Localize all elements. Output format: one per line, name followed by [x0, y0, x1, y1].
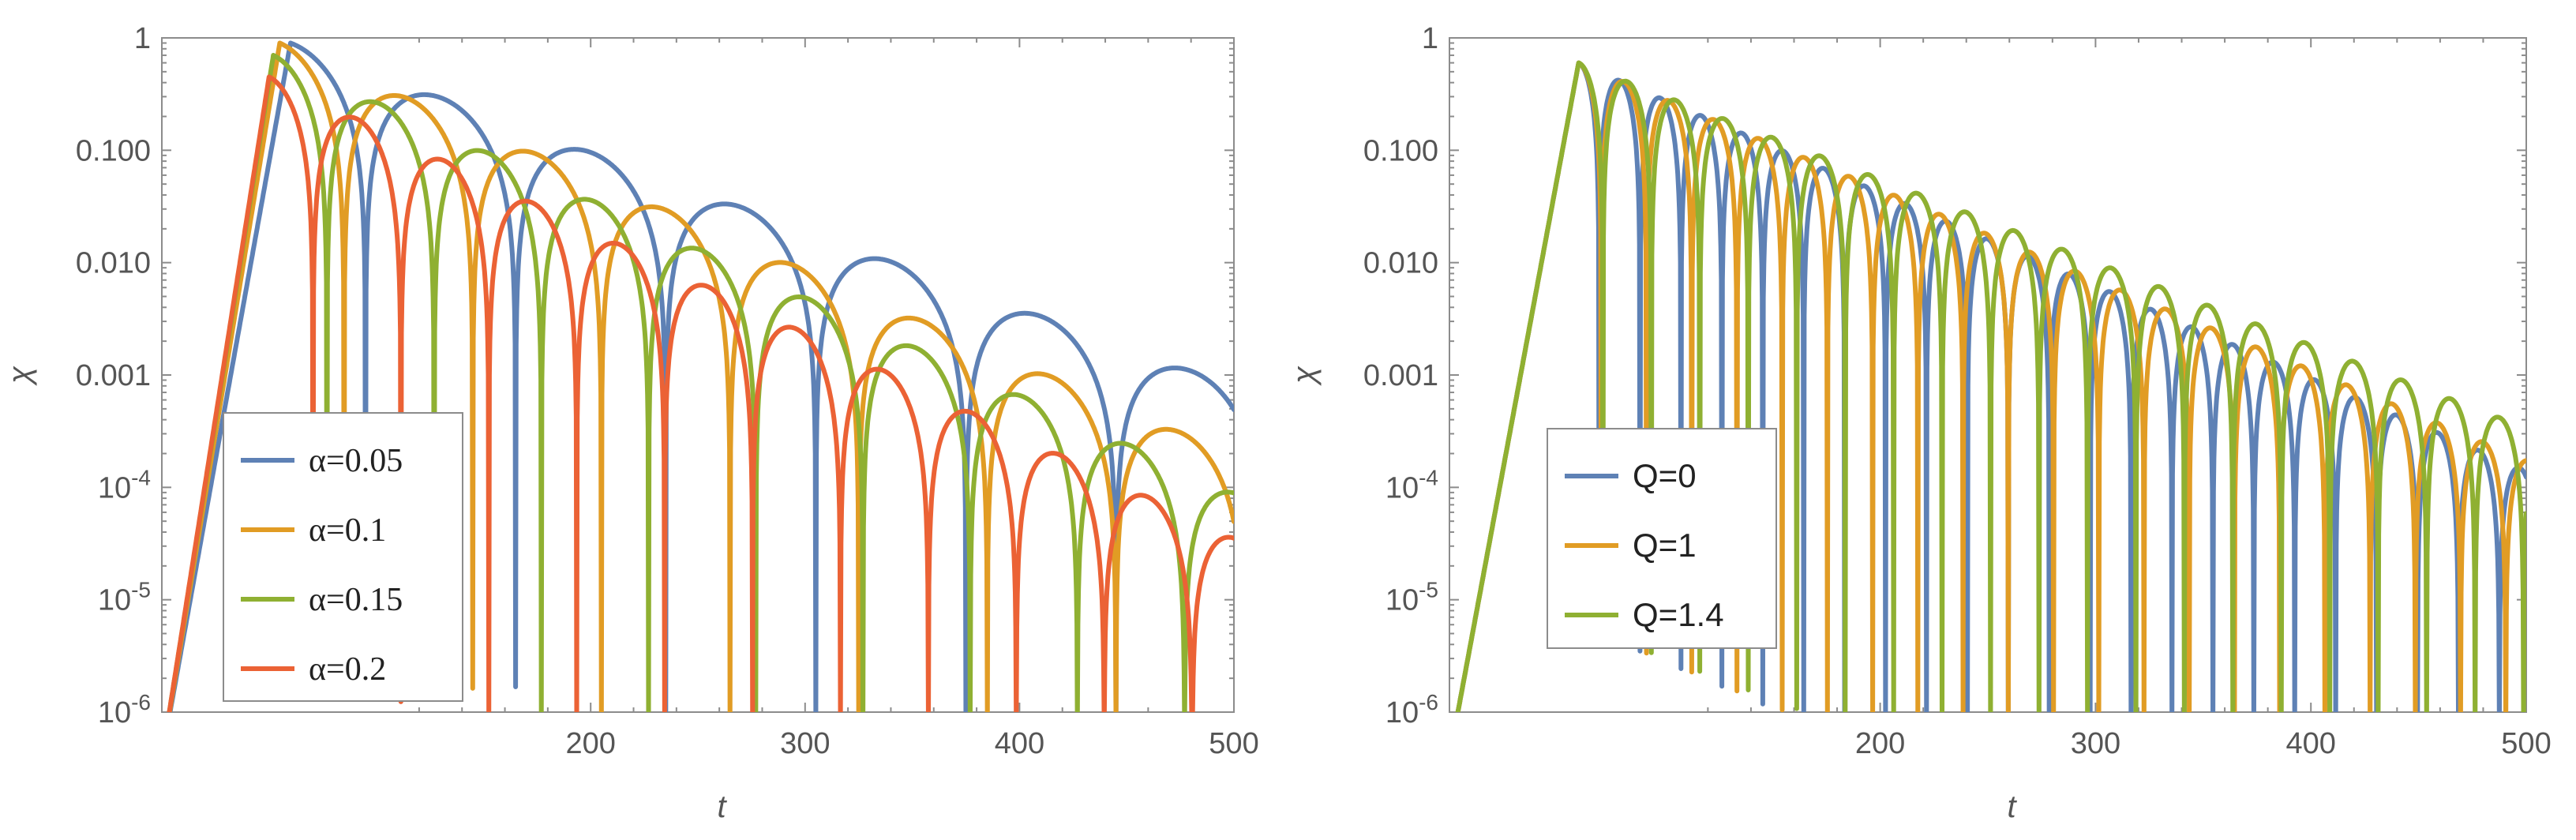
legend-label-2: Q=1.4	[1633, 596, 1724, 633]
x-tick-label: 400	[995, 727, 1044, 760]
x-tick-label: 300	[780, 727, 830, 760]
y-tick-exponent: -5	[131, 578, 151, 602]
y-tick-text: 0.001	[1363, 359, 1438, 392]
series-line-2	[167, 53, 1234, 712]
x-axis-label: t	[717, 789, 727, 824]
y-tick-base: 10	[98, 696, 131, 729]
y-tick-exponent: -6	[131, 690, 151, 714]
legend-box	[223, 412, 463, 702]
y-tick-label: 10-5	[98, 578, 151, 617]
x-tick-label: 400	[2285, 727, 2335, 760]
y-tick-exponent: -6	[1419, 690, 1438, 714]
series-line-1	[167, 40, 1234, 712]
legend-label-2: α=0.15	[309, 582, 403, 618]
y-tick-base: 10	[1385, 696, 1419, 729]
y-tick-label: 10-6	[98, 690, 151, 729]
y-tick-text: 1	[134, 22, 151, 55]
y-tick-base: 10	[98, 471, 131, 504]
legend-label-1: α=0.1	[309, 512, 386, 549]
x-tick-label: 200	[565, 727, 615, 760]
x-tick-label: 500	[2501, 727, 2551, 760]
y-tick-text: 1	[1422, 22, 1438, 55]
y-tick-label: 10-6	[1385, 690, 1438, 729]
y-tick-label: 0.100	[76, 134, 151, 167]
y-tick-label: 0.001	[1363, 359, 1438, 392]
series-line-2	[1455, 60, 2526, 712]
y-tick-label: 1	[1422, 22, 1438, 55]
x-tick-label: 200	[1855, 727, 1905, 760]
x-axis-label: t	[2007, 789, 2017, 824]
series-line-3	[167, 74, 1234, 712]
series-line-1	[1455, 60, 2526, 712]
y-tick-base: 10	[98, 584, 131, 617]
y-tick-label: 10-5	[1385, 578, 1438, 617]
y-tick-exponent: -5	[1419, 578, 1438, 602]
y-tick-text: 0.001	[76, 359, 151, 392]
y-tick-exponent: -4	[131, 465, 151, 489]
x-tick-label: 300	[2071, 727, 2120, 760]
y-tick-text: 0.100	[1363, 134, 1438, 167]
y-tick-label: 0.100	[1363, 134, 1438, 167]
legend: Q=0 Q=1 Q=1.4	[1547, 428, 1777, 649]
y-tick-label: 10-4	[1385, 465, 1438, 504]
y-tick-label: 10-4	[98, 465, 151, 504]
series-line-0	[167, 40, 1234, 712]
legend-label-0: α=0.05	[309, 443, 403, 479]
legend-label-3: α=0.2	[309, 651, 386, 688]
legend: α=0.05 α=0.1 α=0.15 α=0.2	[223, 412, 463, 702]
y-tick-exponent: -4	[1419, 465, 1438, 489]
y-tick-label: 1	[134, 22, 151, 55]
x-tick-label: 500	[1209, 727, 1258, 760]
legend-box	[1547, 428, 1777, 649]
y-tick-label: 0.001	[76, 359, 151, 392]
y-tick-label: 0.010	[1363, 247, 1438, 280]
y-axis-label: χ	[2, 366, 37, 386]
y-tick-text: 0.010	[1363, 247, 1438, 280]
y-tick-label: 0.010	[76, 247, 151, 280]
y-tick-base: 10	[1385, 584, 1419, 617]
y-tick-text: 0.100	[76, 134, 151, 167]
y-tick-text: 0.010	[76, 247, 151, 280]
legend-label-1: Q=1	[1633, 527, 1697, 564]
y-tick-base: 10	[1385, 471, 1419, 504]
legend-label-0: Q=0	[1633, 457, 1697, 494]
y-axis-label: χ	[1287, 366, 1322, 386]
